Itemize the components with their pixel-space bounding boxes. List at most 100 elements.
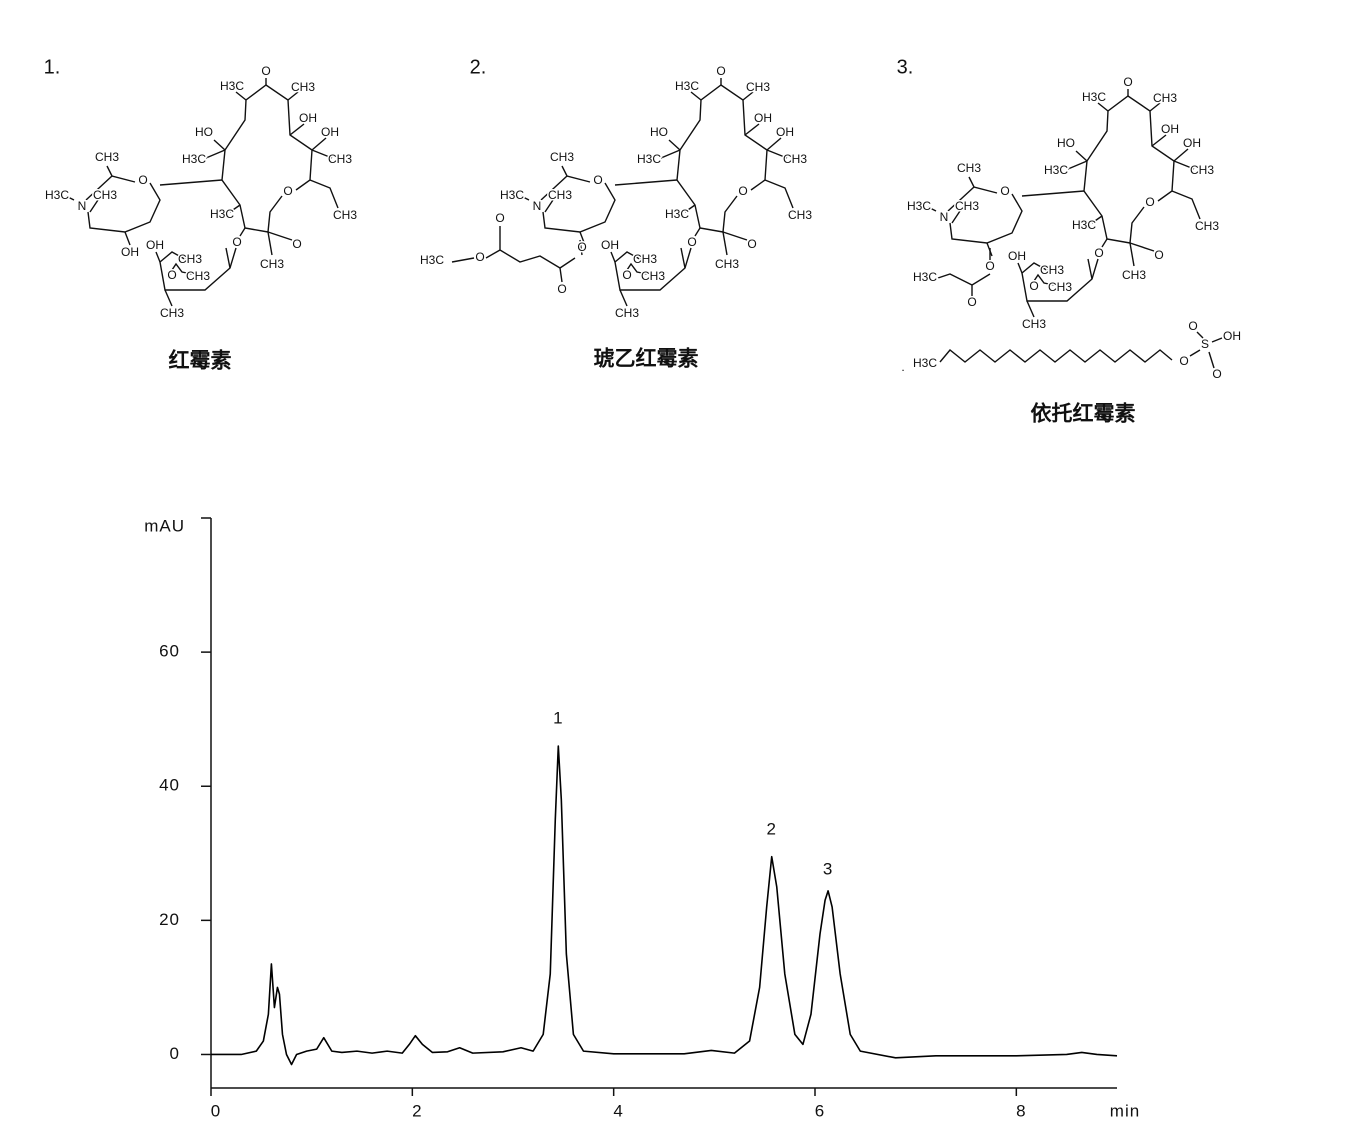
bond	[742, 91, 754, 101]
atom-label: OH	[321, 125, 339, 139]
bonds	[927, 89, 1201, 318]
bond	[1091, 215, 1103, 224]
atom-label: O	[593, 173, 602, 187]
bond	[684, 204, 696, 213]
atom-label: N	[78, 199, 87, 213]
atom-label: O	[687, 235, 696, 249]
bond	[540, 175, 568, 201]
bond	[451, 257, 475, 263]
bond	[155, 251, 161, 263]
atom-label: .	[901, 360, 904, 374]
y-tick-label: 60	[159, 642, 180, 661]
atom-label: O	[167, 268, 176, 282]
atom-label: CH3	[633, 252, 657, 266]
bond	[164, 289, 173, 307]
bond	[1129, 242, 1155, 252]
bond	[1171, 190, 1201, 220]
bond	[680, 247, 686, 269]
atom-label: CH3	[641, 269, 665, 283]
bond	[579, 231, 586, 246]
bond	[619, 289, 628, 307]
atom-label: CH3	[715, 257, 739, 271]
atom-label: OH	[601, 238, 619, 252]
bond	[89, 199, 99, 213]
atom-label: O	[495, 211, 504, 225]
x-tick-label: 8	[1016, 1101, 1026, 1120]
atom-label: H3C	[675, 79, 699, 93]
compound-name: 琥乙红霉素	[594, 347, 699, 371]
bond	[744, 123, 760, 136]
bond	[267, 231, 293, 241]
bond	[289, 123, 305, 136]
atom-label: H3C	[182, 152, 206, 166]
bond	[579, 239, 583, 256]
bond	[520, 195, 530, 201]
atom-label: H3C	[665, 207, 689, 221]
structure-number: 2.	[470, 56, 487, 78]
bond	[668, 139, 681, 151]
atom-label: H3C	[1072, 218, 1096, 232]
atom-label: CH3	[1153, 91, 1177, 105]
bond	[544, 199, 554, 213]
structure-number: 1.	[44, 56, 61, 78]
atom-label: O	[738, 184, 747, 198]
atom-label: CH3	[783, 152, 807, 166]
compound-name: 红霉素	[169, 349, 232, 373]
bond	[225, 247, 231, 269]
atom-label: CH3	[333, 208, 357, 222]
atom-label: HO	[650, 125, 668, 139]
bond	[766, 149, 788, 159]
atom-label: OH	[146, 238, 164, 252]
bond	[968, 176, 998, 194]
atom-label: O	[967, 295, 976, 309]
bond	[1149, 102, 1161, 112]
bond	[1173, 148, 1189, 162]
atom-label: H3C	[45, 188, 69, 202]
bond	[542, 182, 616, 233]
atom-label: CH3	[788, 208, 812, 222]
atom-label: CH3	[1040, 263, 1064, 277]
atom-label: OH	[1223, 329, 1241, 343]
bond	[1067, 160, 1088, 170]
atom-label: CH3	[1122, 268, 1146, 282]
atom-label: H3C	[913, 356, 937, 370]
atom-label: HO	[1057, 136, 1075, 150]
atom-label: CH3	[291, 80, 315, 94]
atom-label: O	[1154, 248, 1163, 262]
bond	[722, 231, 728, 256]
bond	[1129, 242, 1135, 267]
atom-label: HO	[195, 125, 213, 139]
bond	[87, 182, 161, 233]
atom-label: CH3	[178, 252, 202, 266]
bond	[947, 186, 975, 212]
atom-label: CH3	[615, 306, 639, 320]
atom-label: CH3	[955, 199, 979, 213]
bond	[766, 137, 782, 151]
atom-label: O	[283, 184, 292, 198]
atom-label: O	[716, 64, 725, 78]
bond	[309, 179, 339, 209]
atom-label: CH3	[1048, 280, 1072, 294]
bond	[1033, 273, 1055, 286]
bond	[499, 226, 561, 269]
y-tick-label: 0	[170, 1044, 180, 1063]
atom-label: O	[1179, 354, 1188, 368]
atom-label: CH3	[160, 306, 184, 320]
atom-label: OH	[754, 111, 772, 125]
atom-label: H3C	[500, 188, 524, 202]
bond	[927, 206, 937, 212]
atom-label: O	[577, 240, 586, 254]
chromatogram-line	[211, 745, 1118, 1066]
bond	[1211, 337, 1223, 343]
bond	[951, 210, 961, 224]
bond	[937, 273, 973, 286]
atom-label: CH3	[328, 152, 352, 166]
atom-label: CH3	[1195, 219, 1219, 233]
bond	[764, 179, 794, 209]
bond	[1173, 160, 1195, 170]
bond	[221, 84, 313, 233]
atom-label: CH3	[1190, 163, 1214, 177]
atom-label: H3C	[420, 253, 444, 267]
